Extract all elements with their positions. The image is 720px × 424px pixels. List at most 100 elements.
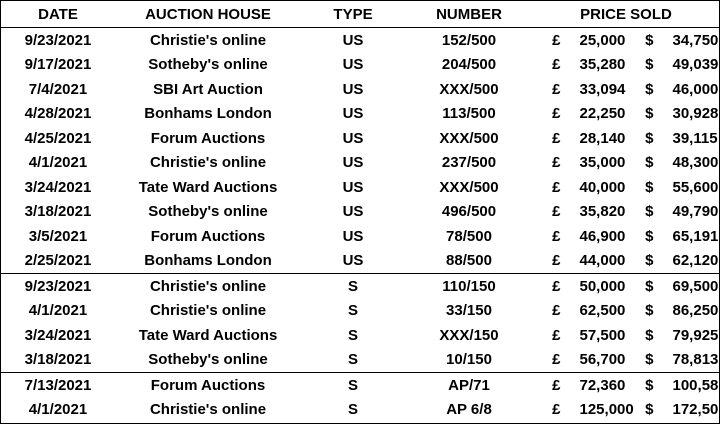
cell-price-gbp: 72,360 xyxy=(579,372,626,398)
header-price-sold: PRICE SOLD xyxy=(533,1,719,28)
cell-type: US xyxy=(342,129,364,147)
cell-number: 78/500 xyxy=(446,227,492,245)
usd-symbol: $ xyxy=(645,80,654,98)
cell-auction-house: Tate Ward Auctions xyxy=(138,178,278,196)
cell-date: 7/13/2021 xyxy=(1,372,115,398)
cell-type: US xyxy=(342,227,364,245)
table-row: 9/23/2021 Christie's online S 110/150 £50,00… xyxy=(1,273,719,299)
cell-number: XXX/500 xyxy=(439,80,499,98)
cell-price-gbp: 25,000 xyxy=(579,31,626,49)
table-row: 3/18/2021 Sotheby's online US 496/500 £35,82… xyxy=(1,200,719,225)
cell-number: 10/150 xyxy=(446,351,492,369)
cell-auction-house: Christie's online xyxy=(149,31,267,49)
table-row: 3/24/2021 Tate Ward Auctions S XXX/150 £57,5… xyxy=(1,323,719,348)
table-row: 9/17/2021 Sotheby's online US 204/500 £35,28… xyxy=(1,53,719,78)
cell-price-usd: 69,500 xyxy=(672,273,719,299)
cell-auction-house: Sotheby's online xyxy=(148,351,268,369)
cell-type: S xyxy=(301,273,405,299)
gbp-symbol: £ xyxy=(533,372,580,398)
cell-price-usd: 86,250 xyxy=(672,302,719,320)
cell-date: 9/23/2021 xyxy=(24,31,92,49)
cell-date: 4/28/2021 xyxy=(24,105,92,123)
table-row: 4/1/2021 Christie's online S 33/150 £62,500 $… xyxy=(1,299,719,324)
cell-auction-house: Sotheby's online xyxy=(148,56,268,74)
table-row: 4/1/2021 Christie's online S AP 6/8 £125,000… xyxy=(1,398,720,423)
header-number: NUMBER xyxy=(405,1,533,28)
table-row: 3/5/2021 Forum Auctions US 78/500 £46,900 $65… xyxy=(1,224,719,249)
cell-auction-house: Bonhams London xyxy=(144,105,272,123)
cell-auction-house: Christie's online xyxy=(115,273,301,299)
cell-number: AP 6/8 xyxy=(446,401,492,419)
table-row: 4/28/2021 Bonhams London US 113/500 £22,250 $… xyxy=(1,102,719,127)
gbp-symbol: £ xyxy=(552,178,561,196)
cell-auction-house: Forum Auctions xyxy=(150,227,266,245)
header-date: DATE xyxy=(1,1,115,28)
table-row: 7/4/2021 SBI Art Auction US XXX/500 £33,094 $… xyxy=(1,77,719,102)
usd-symbol: $ xyxy=(645,401,654,419)
cell-date: 3/18/2021 xyxy=(24,203,92,221)
usd-symbol: $ xyxy=(645,326,654,344)
cell-type: US xyxy=(342,178,364,196)
gbp-symbol: £ xyxy=(552,105,561,123)
gbp-symbol: £ xyxy=(552,302,561,320)
gbp-symbol: £ xyxy=(552,227,561,245)
cell-auction-house: Christie's online xyxy=(149,302,267,320)
cell-price-usd: 34,750 xyxy=(672,31,719,49)
usd-symbol: $ xyxy=(645,252,654,270)
cell-type: S xyxy=(347,302,358,320)
cell-number: AP/71 xyxy=(405,372,533,398)
cell-price-usd: 49,039 xyxy=(672,56,719,74)
table-row: 7/13/2021 Forum Auctions S AP/71 £72,360 $100… xyxy=(1,372,720,398)
cell-price-usd: 46,000 xyxy=(672,80,719,98)
cell-price-gbp: 28,140 xyxy=(579,129,626,147)
cell-price-gbp: 40,000 xyxy=(579,178,626,196)
usd-symbol: $ xyxy=(645,56,654,74)
usd-symbol: $ xyxy=(645,129,654,147)
cell-type: US xyxy=(342,56,364,74)
cell-price-gbp: 62,500 xyxy=(579,302,626,320)
cell-number: 113/500 xyxy=(442,105,496,123)
gbp-symbol: £ xyxy=(552,351,561,369)
cell-auction-house: Christie's online xyxy=(149,401,267,419)
cell-price-usd: 55,600 xyxy=(672,178,719,196)
header-row: DATE AUCTION HOUSE TYPE NUMBER PRICE SOL… xyxy=(1,1,719,28)
usd-symbol: $ xyxy=(645,227,654,245)
cell-type: S xyxy=(347,326,358,344)
usd-symbol: $ xyxy=(645,203,654,221)
cell-date: 3/24/2021 xyxy=(24,326,92,344)
cell-auction-house: SBI Art Auction xyxy=(153,80,263,98)
cell-price-usd: 172,500 xyxy=(672,401,720,419)
cell-price-gbp: 125,000 xyxy=(579,401,634,419)
cell-date: 2/25/2021 xyxy=(24,252,92,270)
table-row: 4/1/2021 Christie's online US 237/500 £35,00… xyxy=(1,151,719,176)
cell-price-gbp: 57,500 xyxy=(579,326,626,344)
cell-date: 4/1/2021 xyxy=(28,401,88,419)
table-row: 2/25/2021 Bonhams London US 88/500 £44,000 $6… xyxy=(1,249,719,274)
cell-price-usd: 78,813 xyxy=(672,351,719,369)
usd-symbol: $ xyxy=(626,372,673,398)
cell-auction-house: Forum Auctions xyxy=(115,372,301,398)
header-type: TYPE xyxy=(301,1,405,28)
cell-price-gbp: 44,000 xyxy=(579,252,626,270)
usd-symbol: $ xyxy=(645,178,654,196)
gbp-symbol: £ xyxy=(552,203,561,221)
cell-number: 110/150 xyxy=(405,273,533,299)
cell-type: US xyxy=(342,105,364,123)
cell-type: US xyxy=(342,31,364,49)
cell-price-gbp: 35,280 xyxy=(579,56,626,74)
header-auction-house: AUCTION HOUSE xyxy=(115,1,301,28)
cell-type: S xyxy=(347,401,358,419)
usd-symbol: $ xyxy=(645,302,654,320)
cell-auction-house: Tate Ward Auctions xyxy=(138,326,278,344)
cell-auction-house: Christie's online xyxy=(149,154,267,172)
cell-number: XXX/500 xyxy=(439,178,499,196)
cell-type: S xyxy=(347,351,358,369)
usd-symbol: $ xyxy=(645,105,654,123)
table-body: 9/23/2021 Christie's online US 152/500 £25,0… xyxy=(1,28,720,423)
cell-date: 3/18/2021 xyxy=(24,351,92,369)
cell-price-usd: 48,300 xyxy=(672,154,719,172)
gbp-symbol: £ xyxy=(552,56,561,74)
cell-type: US xyxy=(342,80,364,98)
table-row: 9/23/2021 Christie's online US 152/500 £25,0… xyxy=(1,28,719,53)
